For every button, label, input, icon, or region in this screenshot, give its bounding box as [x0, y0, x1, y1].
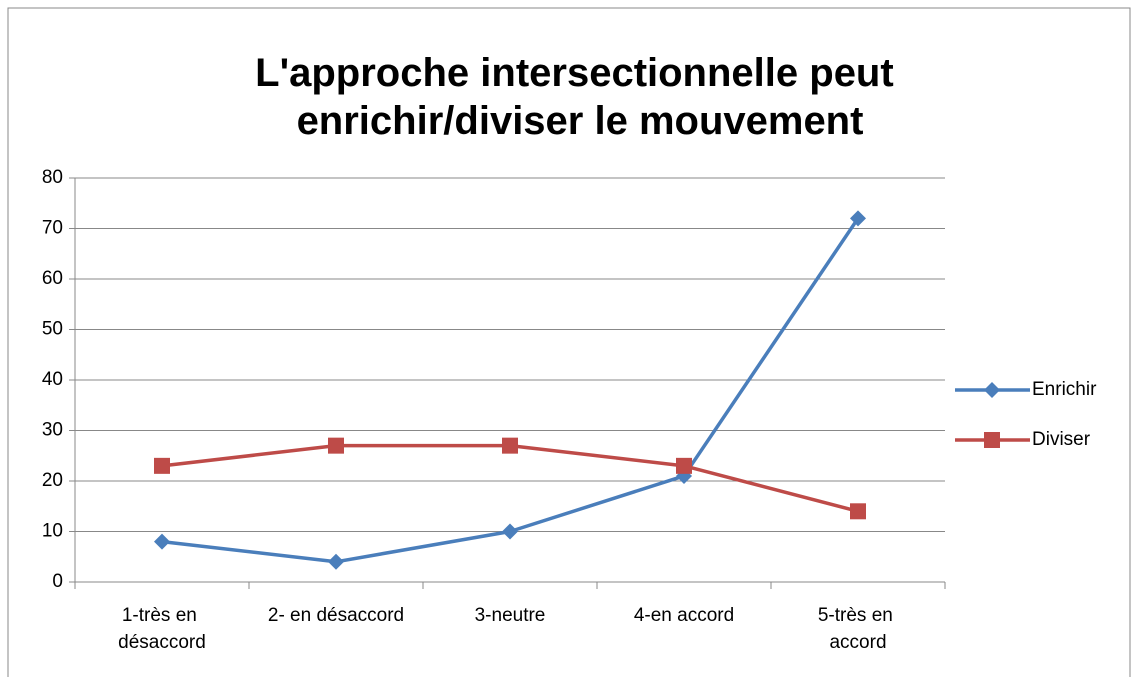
marker: [154, 457, 170, 474]
marker: [850, 503, 866, 520]
legend-marker: [984, 432, 1000, 448]
y-tick-label: 80: [42, 167, 63, 188]
y-tick-label: 50: [42, 319, 63, 340]
x-tick-label: 2- en désaccord: [268, 605, 404, 626]
y-tick-label: 60: [42, 268, 63, 289]
marker: [502, 523, 518, 540]
y-tick-label: 10: [42, 521, 63, 542]
marker: [328, 437, 344, 454]
marker: [850, 210, 866, 227]
chart-title: L'approche intersectionnelle peut enrich…: [255, 51, 905, 143]
legend-marker: [984, 382, 1000, 398]
marker: [676, 457, 692, 474]
x-tick-label: 3-neutre: [475, 605, 546, 626]
legend-label: Diviser: [1032, 429, 1091, 450]
chart-border: [7, 7, 1131, 677]
y-tick-label: 40: [42, 369, 63, 390]
y-tick-label: 70: [42, 218, 63, 239]
x-tick-label: 1-très en désaccord: [118, 605, 206, 653]
x-tick-label: 5-très en accord: [818, 605, 898, 653]
x-tick-label: 4-en accord: [634, 605, 734, 626]
y-tick-label: 0: [52, 571, 63, 592]
marker: [154, 533, 170, 550]
marker: [328, 553, 344, 570]
legend-label: Enrichir: [1032, 379, 1097, 400]
y-tick-label: 20: [42, 470, 63, 491]
marker: [502, 437, 518, 454]
y-tick-label: 30: [42, 420, 63, 441]
